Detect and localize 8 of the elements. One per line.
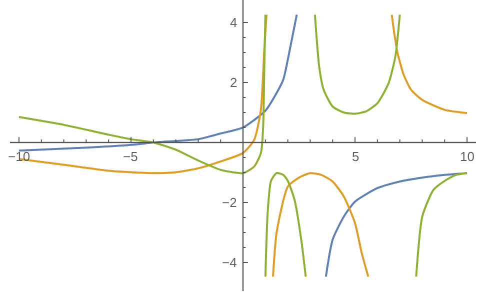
- y-tick-label: 4: [230, 15, 238, 30]
- x-tick-label: 5: [352, 149, 360, 164]
- x-tick-label: 10: [460, 149, 474, 164]
- x-tick-label: −10: [8, 149, 30, 164]
- x-tick-label: −5: [123, 149, 138, 164]
- y-tick-label: −2: [222, 195, 237, 210]
- y-tick-label: −4: [222, 255, 237, 270]
- y-tick-label: 2: [230, 75, 238, 90]
